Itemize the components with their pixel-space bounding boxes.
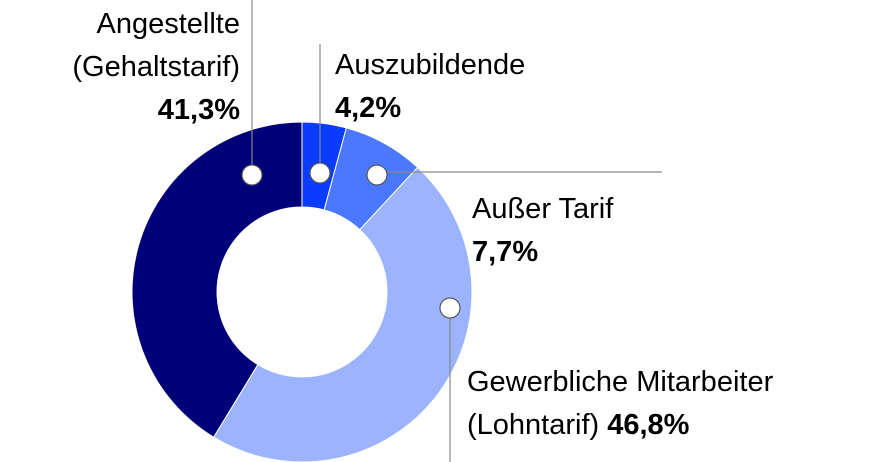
label: Angestellte (Gehaltstarif) 41,3% [0, 3, 240, 132]
value-label: 41,3% [157, 94, 240, 126]
slices [131, 121, 473, 462]
slice [131, 121, 303, 438]
label: Außer Tarif 7,7% [472, 188, 613, 274]
category-label: Auszubildende [335, 49, 526, 81]
label: Gewerbliche Mitarbeiter (Lohntarif) 46,8… [467, 361, 862, 447]
leaders [251, 0, 662, 462]
category-label: Angestellte (Gehaltstarif) [72, 8, 240, 83]
label: Auszubildende 4,2% [335, 44, 525, 130]
marker [241, 164, 263, 186]
category-label: Außer Tarif [472, 193, 614, 225]
marker [309, 162, 331, 184]
slice [212, 166, 473, 462]
value-label: 46,8% [607, 409, 690, 441]
category-label: Gewerbliche Mitarbeiter (Lohntarif) [467, 366, 774, 441]
marker [439, 297, 461, 319]
value-label: 7,7% [472, 236, 539, 268]
markers [241, 162, 461, 319]
value-label: 4,2% [335, 92, 402, 124]
marker [366, 164, 388, 186]
